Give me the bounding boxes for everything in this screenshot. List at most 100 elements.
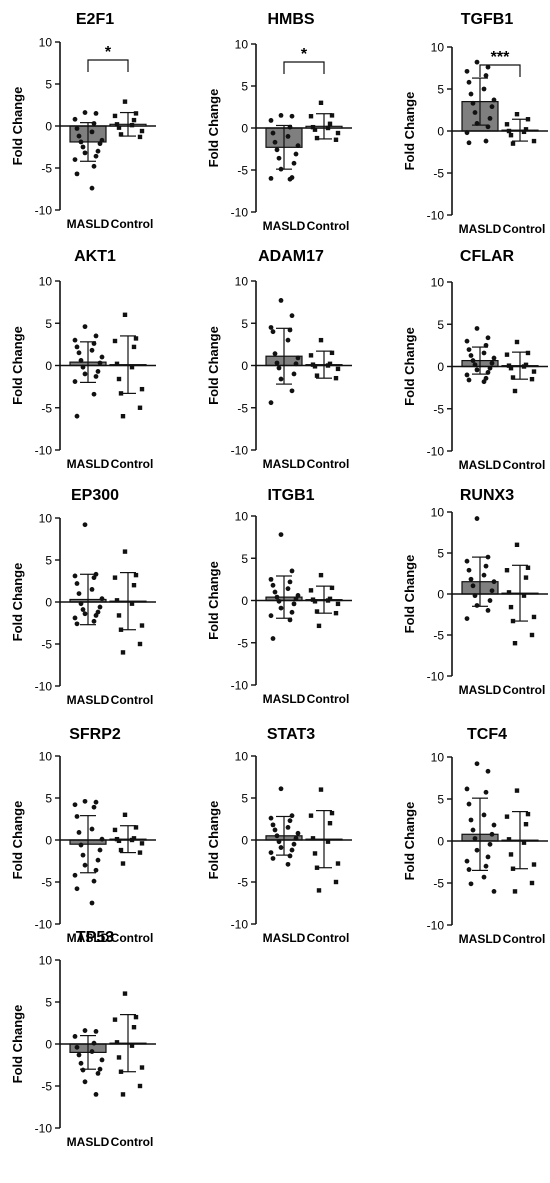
data-point-masld	[268, 815, 274, 821]
data-point-masld	[468, 576, 474, 582]
data-point-control	[118, 847, 124, 853]
y-tick-label: 5	[437, 793, 444, 807]
y-tick-label: 0	[45, 359, 52, 373]
chart-title: RUNX3	[460, 487, 514, 504]
data-point-masld	[278, 845, 284, 850]
data-point-masld	[481, 86, 487, 92]
y-tick-label: -5	[41, 401, 52, 415]
y-tick-label: -10	[231, 679, 249, 693]
data-point-masld	[93, 333, 99, 339]
y-axis-label: Fold Change	[402, 92, 417, 171]
data-point-masld	[99, 354, 105, 360]
data-point-masld	[99, 836, 105, 842]
y-tick-label: -5	[237, 876, 248, 890]
data-point-control	[316, 888, 322, 893]
data-point-masld	[276, 155, 282, 161]
data-point-masld	[72, 802, 78, 808]
panel-cflar: CFLAR -10 -5 0 5 10 Fold Change MASLD Control	[402, 248, 548, 472]
y-tick-label: -10	[427, 919, 445, 933]
data-point-masld	[95, 148, 101, 154]
data-point-control	[112, 1017, 118, 1022]
data-point-control	[139, 841, 145, 846]
data-point-masld	[270, 636, 276, 641]
data-point-control	[116, 125, 122, 130]
data-point-masld	[481, 572, 487, 578]
data-point-control	[508, 133, 514, 138]
data-point-masld	[474, 326, 480, 331]
data-point-masld	[466, 567, 472, 573]
data-point-masld	[491, 97, 497, 103]
data-point-masld	[270, 130, 276, 136]
data-point-masld	[268, 325, 274, 330]
data-point-masld	[82, 862, 88, 868]
y-axis-label: Fold Change	[10, 563, 25, 642]
data-point-control	[133, 336, 139, 341]
data-point-masld	[468, 91, 474, 97]
data-point-control	[531, 369, 537, 374]
data-point-masld	[89, 347, 95, 353]
chart-title: TCF4	[467, 726, 507, 743]
y-tick-label: -10	[427, 209, 445, 223]
data-point-masld	[491, 355, 497, 361]
data-point-control	[133, 111, 139, 116]
x-tick-label: Control	[503, 222, 546, 236]
data-point-control	[308, 353, 314, 358]
data-point-masld	[276, 365, 282, 371]
data-point-control	[112, 575, 118, 580]
panel-tgfb1: TGFB1 -10 -5 0 5 10 Fold Change MASLD Control ***	[402, 11, 548, 236]
data-point-masld	[466, 140, 472, 146]
data-point-control	[114, 361, 120, 367]
data-point-control	[508, 604, 514, 610]
significance-bracket	[479, 64, 521, 77]
data-point-masld	[82, 150, 88, 156]
data-point-control	[116, 613, 122, 618]
y-tick-label: 0	[437, 835, 444, 849]
chart-title: ITGB1	[267, 487, 314, 504]
data-point-masld	[278, 298, 284, 303]
data-point-masld	[464, 338, 470, 344]
y-tick-label: 10	[39, 954, 53, 968]
data-point-control	[329, 810, 335, 816]
y-axis-label: Fold Change	[206, 326, 221, 405]
x-tick-label: Control	[307, 931, 350, 945]
data-point-control	[333, 375, 339, 381]
x-tick-label: MASLD	[263, 692, 306, 706]
data-point-masld	[466, 347, 472, 352]
data-point-masld	[491, 889, 497, 894]
data-point-control	[131, 583, 137, 588]
data-point-control	[335, 366, 341, 372]
data-point-masld	[82, 110, 88, 115]
data-point-masld	[289, 813, 295, 819]
data-point-control	[327, 121, 333, 126]
data-point-control	[318, 337, 324, 343]
data-point-masld	[74, 126, 80, 131]
data-point-masld	[95, 1071, 101, 1076]
x-tick-label: MASLD	[67, 457, 110, 471]
data-point-masld	[491, 579, 497, 585]
data-point-masld	[272, 827, 278, 833]
data-point-masld	[287, 818, 293, 824]
y-tick-label: -10	[231, 444, 249, 458]
y-tick-label: -10	[231, 206, 249, 220]
data-point-masld	[91, 618, 97, 624]
data-point-masld	[470, 583, 476, 589]
data-point-control	[114, 598, 120, 603]
data-point-masld	[270, 856, 276, 861]
y-axis-label: Fold Change	[206, 801, 221, 880]
x-tick-label: MASLD	[67, 217, 110, 231]
y-tick-label: -5	[237, 636, 248, 650]
data-point-control	[529, 632, 535, 638]
data-point-masld	[483, 563, 489, 569]
data-point-masld	[483, 863, 489, 869]
data-point-masld	[293, 361, 299, 367]
data-point-masld	[466, 79, 472, 85]
data-point-masld	[93, 153, 99, 159]
data-point-masld	[268, 613, 274, 619]
data-point-masld	[268, 576, 274, 582]
y-tick-label: -5	[237, 401, 248, 415]
data-point-masld	[80, 1067, 86, 1073]
data-point-control	[512, 641, 518, 646]
y-tick-label: 0	[241, 359, 248, 373]
panel-sfrp2: SFRP2 -10 -5 0 5 10 Fold Change MASLD Control	[10, 726, 156, 945]
